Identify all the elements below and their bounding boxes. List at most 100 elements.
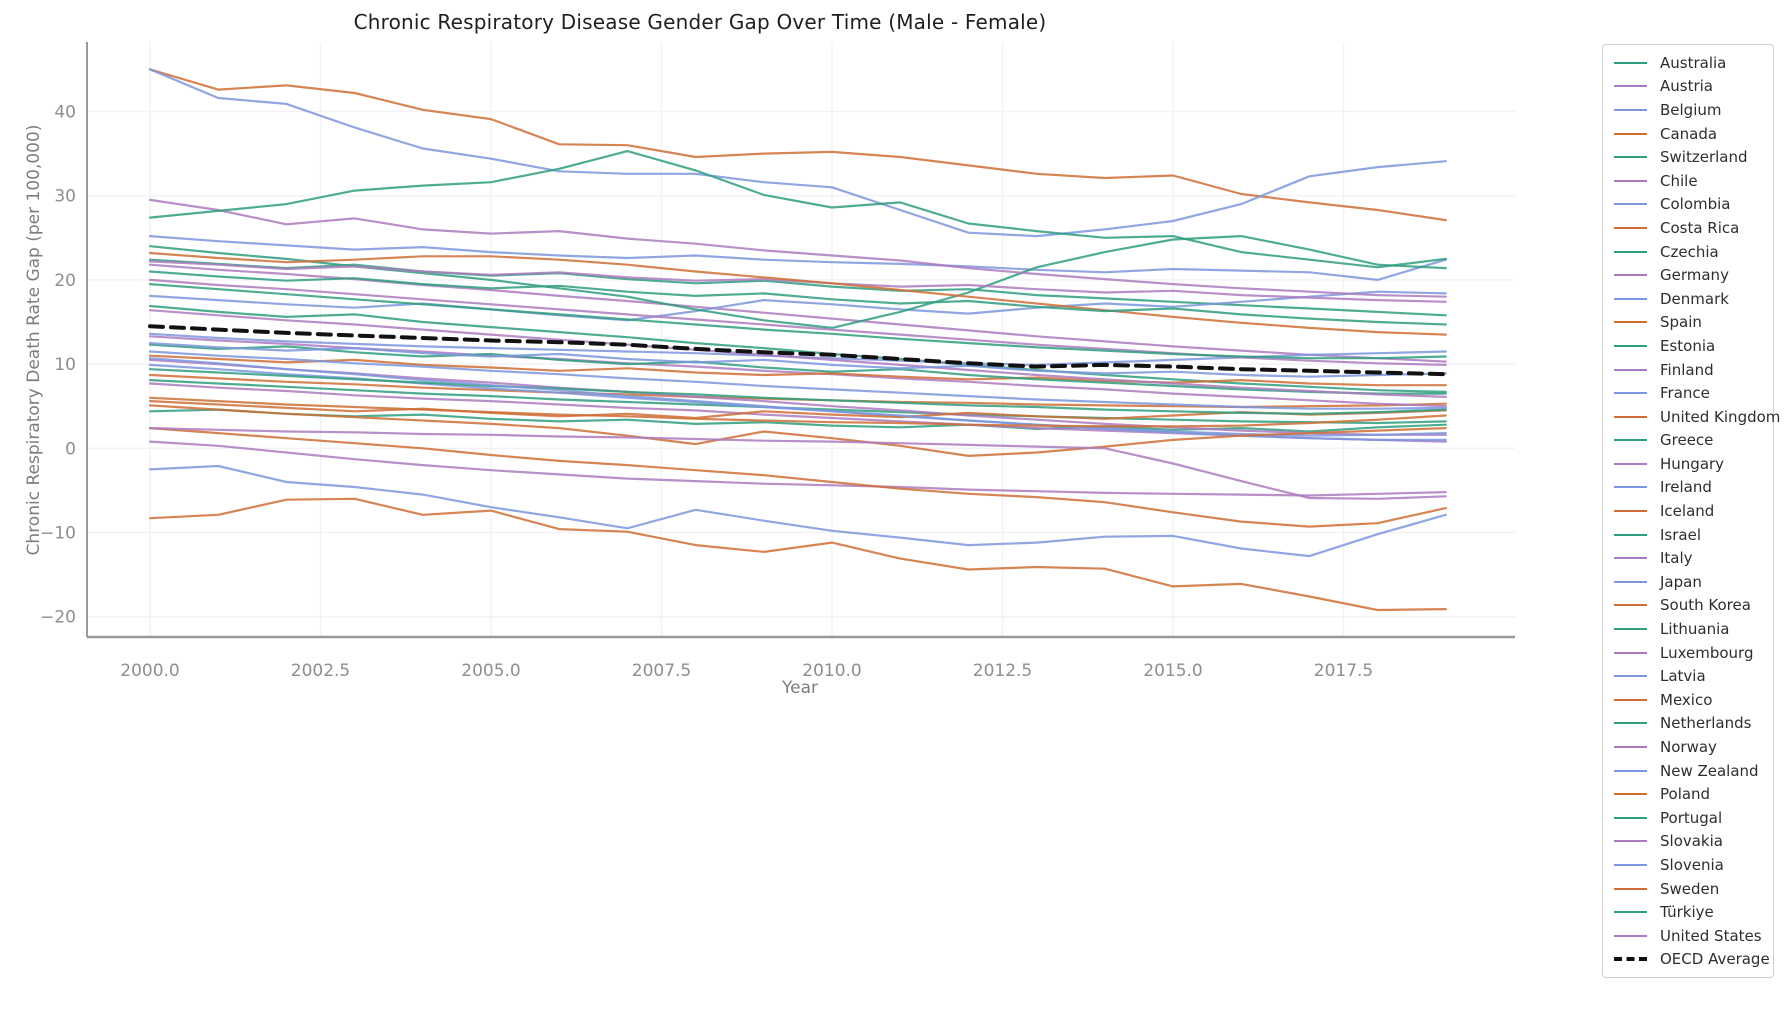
legend-item-label: Austria xyxy=(1660,77,1713,96)
legend-item-label: New Zealand xyxy=(1660,761,1759,780)
legend-item-luxembourg: Luxembourg xyxy=(1603,641,1773,665)
legend-item-label: Switzerland xyxy=(1660,148,1748,167)
x-tick-label: 2010.0 xyxy=(802,661,861,681)
legend-item-label: Chile xyxy=(1660,171,1698,190)
legend-swatch-icon xyxy=(1614,934,1647,937)
legend-item-australia: Australia xyxy=(1603,51,1773,75)
series-line-portugal xyxy=(148,150,1447,269)
legend-item-switzerland: Switzerland xyxy=(1603,145,1773,169)
legend-swatch-icon xyxy=(1614,722,1647,725)
legend-item-japan: Japan xyxy=(1603,570,1773,594)
legend: Australia Austria Belgium Canada Switzerland… xyxy=(1602,44,1780,978)
legend-item-label: Greece xyxy=(1660,431,1714,450)
y-tick-label: −20 xyxy=(40,608,76,628)
legend-item-portugal: Portugal xyxy=(1603,806,1773,830)
series-line-israel xyxy=(148,368,1447,415)
legend-item-label: Ireland xyxy=(1660,478,1712,497)
chart-title: Chronic Respiratory Disease Gender Gap O… xyxy=(353,10,1047,34)
series-line-united-states xyxy=(148,427,1447,500)
legend-item-label: Türkiye xyxy=(1660,903,1714,922)
x-tick-label: 2000.0 xyxy=(120,661,179,681)
legend-item-türkiye: Türkiye xyxy=(1603,900,1773,924)
legend-item-label: Germany xyxy=(1660,266,1729,285)
x-tick-label: 2015.0 xyxy=(1143,661,1202,681)
legend-item-south-korea: South Korea xyxy=(1603,594,1773,618)
legend-item-label: Portugal xyxy=(1660,808,1723,827)
legend-item-label: Belgium xyxy=(1660,100,1722,119)
legend-swatch-icon xyxy=(1614,675,1647,678)
legend-swatch-icon xyxy=(1614,108,1647,111)
legend-swatch-icon xyxy=(1614,297,1647,300)
legend-swatch-icon xyxy=(1614,132,1647,135)
series-line-united-kingdom xyxy=(148,354,1447,387)
legend-item-label: Spain xyxy=(1660,313,1702,332)
legend-swatch-icon xyxy=(1614,793,1647,796)
series-line-sweden xyxy=(148,427,1447,528)
legend-swatch-icon xyxy=(1614,250,1647,253)
legend-item-belgium: Belgium xyxy=(1603,98,1773,122)
legend-item-ireland: Ireland xyxy=(1603,476,1773,500)
series-line-slovenia xyxy=(148,342,1447,378)
legend-item-czechia: Czechia xyxy=(1603,240,1773,264)
legend-swatch-icon xyxy=(1614,840,1647,843)
legend-swatch-icon xyxy=(1614,392,1647,395)
legend-item-label: Sweden xyxy=(1660,879,1720,898)
legend-swatch-icon xyxy=(1614,61,1647,64)
series-line-lithuania xyxy=(148,343,1447,395)
legend-item-label: Canada xyxy=(1660,124,1718,143)
legend-item-slovakia: Slovakia xyxy=(1603,830,1773,854)
legend-item-slovenia: Slovenia xyxy=(1603,853,1773,877)
legend-item-france: France xyxy=(1603,381,1773,405)
legend-item-label: Slovakia xyxy=(1660,832,1723,851)
legend-item-label: United States xyxy=(1660,926,1762,945)
legend-item-label: Denmark xyxy=(1660,289,1729,308)
y-tick-label: 20 xyxy=(54,271,76,291)
legend-item-label: Japan xyxy=(1660,572,1702,591)
legend-swatch-icon xyxy=(1614,957,1647,962)
y-tick-label: −10 xyxy=(40,524,76,544)
legend-item-label: OECD Average xyxy=(1660,950,1770,969)
legend-item-canada: Canada xyxy=(1603,122,1773,146)
legend-item-israel: Israel xyxy=(1603,523,1773,547)
legend-swatch-icon xyxy=(1614,274,1647,277)
legend-swatch-icon xyxy=(1614,816,1647,819)
legend-swatch-icon xyxy=(1614,85,1647,88)
legend-item-new-zealand: New Zealand xyxy=(1603,759,1773,783)
legend-item-label: Finland xyxy=(1660,360,1714,379)
legend-item-sweden: Sweden xyxy=(1603,877,1773,901)
legend-item-label: Norway xyxy=(1660,738,1717,757)
series-line-spain xyxy=(148,68,1447,222)
legend-swatch-icon xyxy=(1614,604,1647,607)
legend-item-label: South Korea xyxy=(1660,596,1751,615)
legend-item-italy: Italy xyxy=(1603,546,1773,570)
legend-swatch-icon xyxy=(1614,911,1647,914)
series-line-denmark xyxy=(148,464,1447,558)
y-tick-label: 30 xyxy=(54,187,76,207)
legend-swatch-icon xyxy=(1614,769,1647,772)
series-line-oecd-average xyxy=(148,324,1448,377)
legend-swatch-icon xyxy=(1614,226,1647,229)
legend-item-label: Italy xyxy=(1660,549,1693,568)
legend-item-label: Netherlands xyxy=(1660,714,1752,733)
legend-item-greece: Greece xyxy=(1603,429,1773,453)
series-line-türkiye xyxy=(148,270,1447,326)
series-line-netherlands xyxy=(148,283,1447,360)
series-line-south-korea xyxy=(148,251,1447,336)
x-tick-label: 2017.5 xyxy=(1314,661,1373,681)
series-line-japan xyxy=(148,68,1447,238)
legend-item-label: Israel xyxy=(1660,525,1701,544)
legend-swatch-icon xyxy=(1614,321,1647,324)
legend-swatch-icon xyxy=(1614,156,1647,159)
legend-item-costa-rica: Costa Rica xyxy=(1603,216,1773,240)
legend-item-label: Iceland xyxy=(1660,502,1715,521)
x-tick-label: 2012.5 xyxy=(973,661,1032,681)
legend-item-label: Slovenia xyxy=(1660,855,1724,874)
legend-swatch-icon xyxy=(1614,368,1647,371)
legend-swatch-icon xyxy=(1614,557,1647,560)
legend-item-label: United Kingdom xyxy=(1660,407,1781,426)
legend-item-netherlands: Netherlands xyxy=(1603,712,1773,736)
legend-item-label: Estonia xyxy=(1660,336,1716,355)
x-tick-label: 2007.5 xyxy=(632,661,691,681)
legend-swatch-icon xyxy=(1614,580,1647,583)
legend-swatch-icon xyxy=(1614,628,1647,631)
